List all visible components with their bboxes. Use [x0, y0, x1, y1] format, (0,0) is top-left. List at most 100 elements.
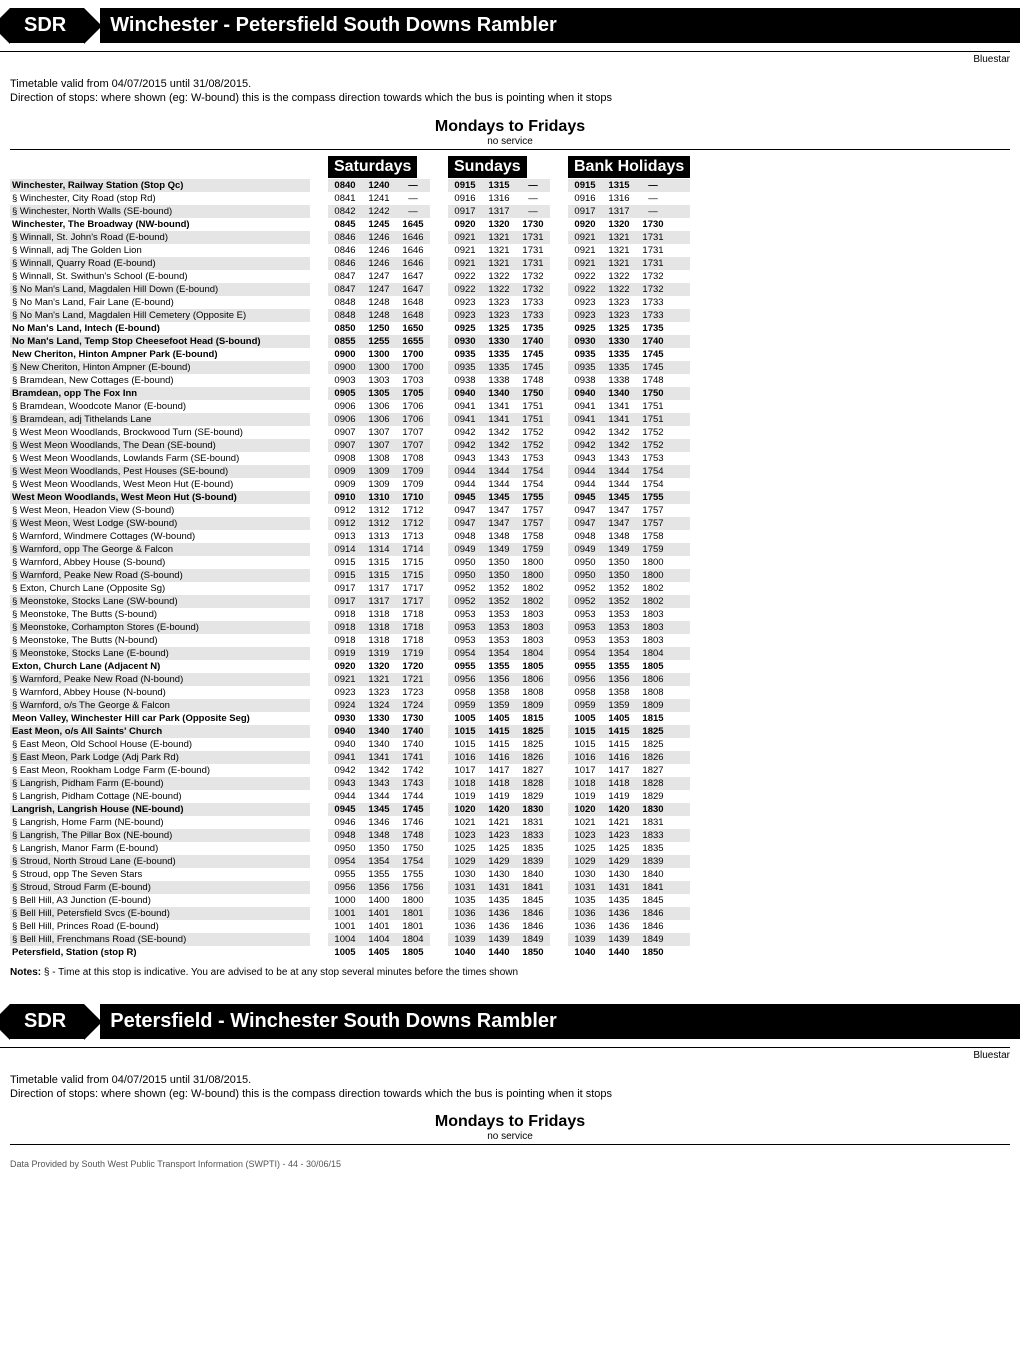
time-cell: 0953	[568, 621, 602, 634]
time-cell: 1323	[602, 309, 636, 322]
time-cell: 0935	[448, 361, 482, 374]
times-row: 090613061706	[328, 400, 430, 413]
time-cell: 0941	[448, 400, 482, 413]
stop-name: § West Meon Woodlands, West Meon Hut (E-…	[10, 479, 233, 490]
col-head-sun: Sundays	[448, 156, 527, 178]
time-cell: 0923	[328, 686, 362, 699]
times-row: 091813181718	[328, 608, 430, 621]
time-cell: 0922	[568, 270, 602, 283]
times-row: 092113211731	[448, 231, 550, 244]
times-row: 090713071707	[328, 426, 430, 439]
times-row: 095613561756	[328, 881, 430, 894]
stop-name: § West Meon Woodlands, Lowlands Farm (SE…	[10, 453, 239, 464]
time-cell: 0947	[568, 504, 602, 517]
times-row: 094813481758	[448, 530, 550, 543]
times-row: 101914191829	[448, 790, 550, 803]
time-cell: 1040	[568, 946, 602, 959]
time-cell: 1316	[482, 192, 516, 205]
time-cell: 1344	[602, 478, 636, 491]
time-cell: 1400	[362, 894, 396, 907]
time-cell: 1019	[568, 790, 602, 803]
time-cell: 1300	[362, 348, 396, 361]
time-cell: 0921	[328, 673, 362, 686]
times-row: 103614361846	[568, 920, 690, 933]
times-row: 090013001700	[328, 361, 430, 374]
notes-label: Notes:	[10, 967, 41, 978]
time-cell: 0950	[448, 556, 482, 569]
time-cell: 0941	[448, 413, 482, 426]
times-row: 094013401740	[328, 738, 430, 751]
time-cell: 1700	[396, 348, 430, 361]
time-cell: 1835	[636, 842, 670, 855]
stop-name: § Warnford, opp The George & Falcon	[10, 544, 173, 555]
time-cell: 1015	[568, 725, 602, 738]
time-cell: 0845	[328, 218, 362, 231]
stop-name: § Bramdean, adj Tithelands Lane	[10, 414, 151, 425]
times-row: 092113211731	[448, 257, 550, 270]
time-cell: 1320	[482, 218, 516, 231]
time-cell: 1809	[636, 699, 670, 712]
time-cell: 1354	[362, 855, 396, 868]
time-cell: 0918	[328, 634, 362, 647]
validity-text: Timetable valid from 04/07/2015 until 31…	[0, 67, 1020, 110]
time-cell: 1314	[362, 543, 396, 556]
time-cell: 1757	[636, 517, 670, 530]
time-cell: 1335	[602, 361, 636, 374]
time-cell: 1246	[362, 231, 396, 244]
time-cell: 1809	[516, 699, 550, 712]
time-cell: 1036	[448, 907, 482, 920]
time-cell: 1242	[362, 205, 396, 218]
time-cell: 1321	[602, 257, 636, 270]
times-row: 092213221732	[568, 283, 690, 296]
times-row: 090913091709	[328, 465, 430, 478]
time-cell: 0923	[448, 296, 482, 309]
times-row: 09161316—	[448, 192, 550, 205]
time-cell: 1724	[396, 699, 430, 712]
time-cell: 0949	[568, 543, 602, 556]
time-cell: 1730	[516, 218, 550, 231]
time-cell: 0954	[568, 647, 602, 660]
times-row: 094513451755	[448, 491, 550, 504]
time-cell: 0956	[568, 673, 602, 686]
stop-row: § East Meon, Old School House (E-bound)	[10, 738, 310, 751]
time-cell: 0906	[328, 413, 362, 426]
time-cell: 1827	[636, 764, 670, 777]
time-cell: 1425	[602, 842, 636, 855]
time-cell: 1754	[636, 478, 670, 491]
time-cell: 1323	[482, 296, 516, 309]
time-cell: 0943	[448, 452, 482, 465]
time-cell: 0840	[328, 179, 362, 192]
times-row: 090813081708	[328, 452, 430, 465]
time-cell: 1800	[516, 556, 550, 569]
stop-row: § Langrish, The Pillar Box (NE-bound)	[10, 829, 310, 842]
times-row: 094013401750	[568, 387, 690, 400]
time-cell: 1757	[516, 504, 550, 517]
time-cell: 0930	[328, 712, 362, 725]
time-cell: 1342	[482, 439, 516, 452]
times-row: 095913591809	[448, 699, 550, 712]
times-row: 095213521802	[568, 582, 690, 595]
time-cell: 1347	[602, 517, 636, 530]
time-cell: 1833	[516, 829, 550, 842]
time-cell: 0855	[328, 335, 362, 348]
time-cell: 1300	[362, 361, 396, 374]
time-cell: 1733	[636, 309, 670, 322]
time-cell: 0947	[568, 517, 602, 530]
time-cell: 1753	[516, 452, 550, 465]
time-cell: 1335	[602, 348, 636, 361]
times-row: 092013201720	[328, 660, 430, 673]
time-cell: 1748	[516, 374, 550, 387]
time-cell: 1415	[602, 738, 636, 751]
times-row: 094113411751	[568, 400, 690, 413]
times-row: 095213521802	[448, 595, 550, 608]
time-cell: 1036	[568, 920, 602, 933]
time-cell: 1348	[362, 829, 396, 842]
time-cell: 1759	[636, 543, 670, 556]
time-cell: 0921	[448, 244, 482, 257]
stop-name: § West Meon Woodlands, Brockwood Turn (S…	[10, 427, 243, 438]
stop-name: § Langrish, Manor Farm (E-bound)	[10, 843, 158, 854]
time-cell: 0955	[448, 660, 482, 673]
times-row: 100414041804	[328, 933, 430, 946]
times-row: 103914391849	[568, 933, 690, 946]
time-cell: 1714	[396, 543, 430, 556]
